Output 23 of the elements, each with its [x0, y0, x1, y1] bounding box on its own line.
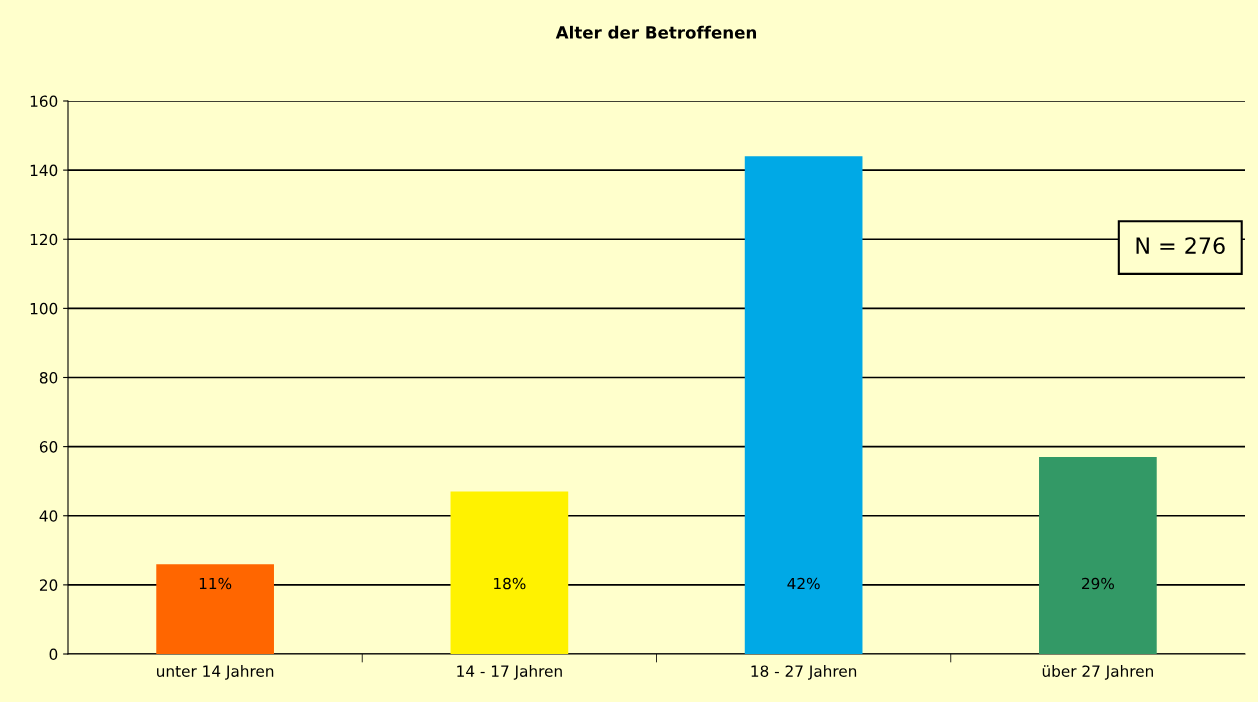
annotation: 11% [199, 577, 232, 590]
chart-title: Alter der Betroffenen [555, 25, 757, 39]
x-tick-label: unter 14 Jahren [157, 665, 274, 680]
bar [744, 156, 863, 654]
y-tick-label: 40 [39, 510, 58, 522]
y-tick-label: 160 [30, 95, 58, 108]
annotation: 18% [494, 577, 526, 590]
bar [1039, 456, 1157, 654]
x-tick-label: über 27 Jahren [1042, 665, 1153, 680]
x-tick-label: 18 - 27 Jahren [751, 665, 857, 680]
y-tick-label: 120 [30, 233, 58, 246]
y-tick-label: 20 [39, 579, 58, 591]
bar [156, 564, 274, 654]
annotation: 29% [1082, 577, 1115, 590]
y-tick-label: 80 [39, 371, 58, 384]
annotation: 42% [787, 577, 820, 590]
y-tick-label: 60 [39, 441, 58, 453]
y-tick-label: 100 [30, 302, 58, 315]
bar [450, 491, 569, 654]
x-tick-label: 14 - 17 Jahren [457, 665, 562, 680]
y-tick-label: 140 [30, 164, 58, 177]
y-tick-label: 0 [49, 648, 58, 661]
annotation: N = 276 [1136, 237, 1225, 254]
